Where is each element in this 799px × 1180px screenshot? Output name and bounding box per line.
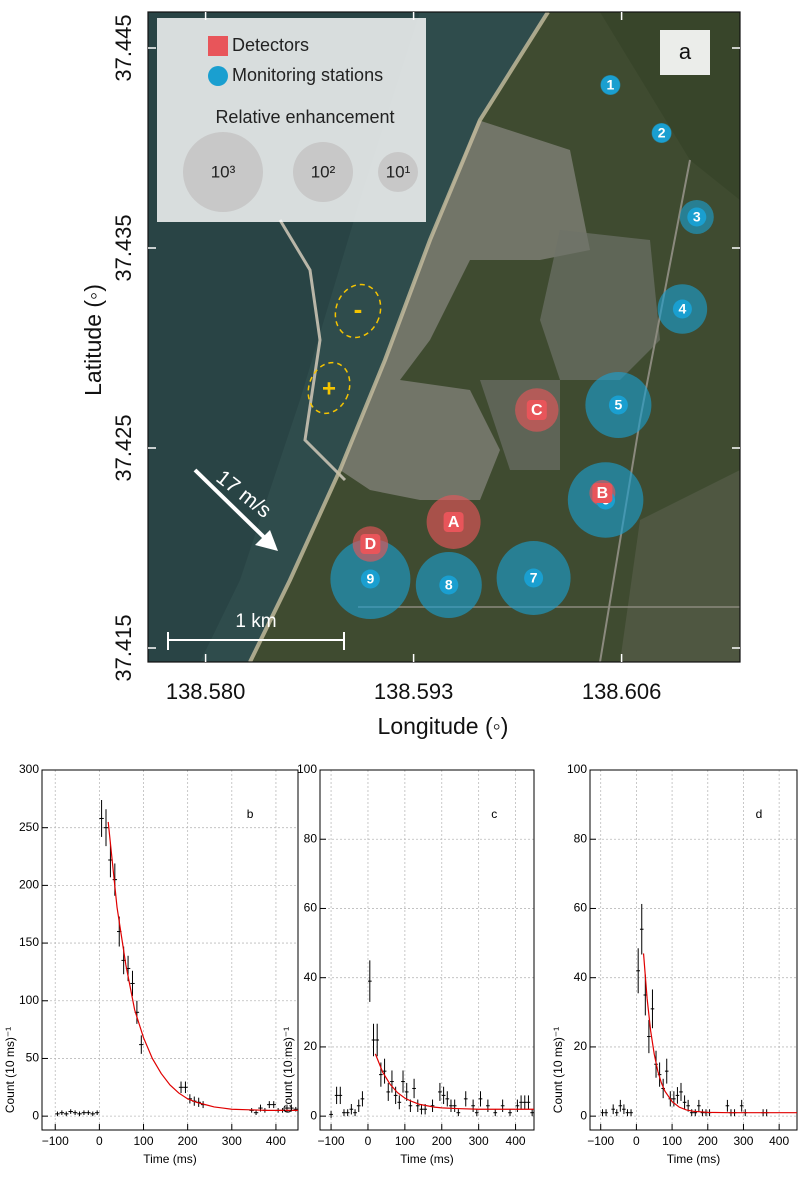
legend-swatch	[208, 66, 228, 86]
page: {"chart_data": [ {"type": "map", "label"…	[0, 0, 799, 1180]
y-tick-label: 200	[19, 878, 39, 892]
scale-label: 1 km	[235, 611, 276, 632]
y-tick-label: 80	[574, 831, 588, 845]
marker-label: D	[365, 536, 377, 553]
x-tick-label: 100	[134, 1134, 154, 1148]
size-legend-label: 10¹	[386, 162, 411, 181]
x-tick-label: 0	[633, 1134, 640, 1148]
y-axis-label: Count (10 ms)⁻¹	[281, 1027, 295, 1113]
marker-label: 5	[615, 397, 623, 413]
size-legend-label: 10³	[211, 162, 236, 181]
plot-area	[320, 770, 534, 1130]
y-axis-label: Latitude (◦)	[80, 284, 106, 396]
marker-label: 8	[445, 577, 453, 593]
x-axis-label: Time (ms)	[667, 1152, 721, 1166]
marker-label: 2	[658, 125, 666, 141]
x-tick-label: 400	[506, 1134, 526, 1148]
y-tick-label: 37.415	[111, 614, 136, 681]
x-tick-label: 200	[178, 1134, 198, 1148]
y-tick-label: 40	[574, 970, 588, 984]
y-axis-label: Count (10 ms)⁻¹	[551, 1027, 565, 1113]
marker-label: 3	[693, 209, 701, 225]
plus-label: +	[322, 375, 336, 402]
x-axis-label: Time (ms)	[400, 1152, 454, 1166]
y-tick-label: 150	[19, 935, 39, 949]
x-tick-label: 138.593	[374, 679, 454, 704]
y-tick-label: 60	[304, 901, 318, 915]
panel-label: a	[679, 39, 692, 64]
x-tick-label: −100	[42, 1134, 69, 1148]
y-tick-label: 60	[574, 901, 588, 915]
x-tick-label: 200	[432, 1134, 452, 1148]
legend-swatch	[208, 36, 228, 56]
y-tick-label: 0	[580, 1108, 587, 1122]
marker-label: 4	[679, 301, 687, 317]
y-tick-label: 37.425	[111, 414, 136, 481]
y-tick-label: 250	[19, 820, 39, 834]
marker-label: A	[448, 514, 460, 531]
x-tick-label: 400	[769, 1134, 789, 1148]
plot-area	[590, 770, 797, 1130]
panel-label: b	[247, 807, 254, 821]
marker-label: 7	[530, 570, 538, 586]
legend-label: Detectors	[232, 35, 309, 55]
y-tick-label: 37.445	[111, 14, 136, 81]
y-tick-label: 37.435	[111, 214, 136, 281]
marker-label: B	[597, 485, 609, 502]
y-tick-label: 100	[567, 762, 587, 776]
size-legend-label: 10²	[311, 162, 336, 181]
y-tick-label: 0	[310, 1108, 317, 1122]
y-axis-label: Count (10 ms)⁻¹	[3, 1027, 17, 1113]
plot-area	[42, 770, 298, 1130]
panel-label: c	[491, 807, 497, 821]
x-axis-label: Time (ms)	[143, 1152, 197, 1166]
y-tick-label: 100	[297, 762, 317, 776]
x-tick-label: −100	[318, 1134, 345, 1148]
x-tick-label: 300	[222, 1134, 242, 1148]
panel-label: d	[756, 807, 763, 821]
size-legend-title: Relative enhancement	[215, 107, 394, 127]
x-tick-label: 400	[266, 1134, 286, 1148]
x-tick-label: 300	[733, 1134, 753, 1148]
marker-label: 9	[367, 571, 375, 587]
y-tick-label: 300	[19, 762, 39, 776]
x-tick-label: −100	[587, 1134, 614, 1148]
x-tick-label: 300	[469, 1134, 489, 1148]
legend-label: Monitoring stations	[232, 65, 383, 85]
y-tick-label: 100	[19, 993, 39, 1007]
x-tick-label: 138.606	[582, 679, 662, 704]
marker-label: 1	[607, 77, 615, 93]
x-tick-label: 0	[96, 1134, 103, 1148]
y-tick-label: 0	[32, 1108, 39, 1122]
x-tick-label: 200	[698, 1134, 718, 1148]
figure: a 17 m/s 1 km - + Longitude (◦) Latitude…	[0, 0, 799, 1180]
y-tick-label: 50	[26, 1051, 40, 1065]
marker-label: C	[531, 402, 543, 419]
y-tick-label: 40	[304, 970, 318, 984]
x-tick-label: 100	[395, 1134, 415, 1148]
y-tick-label: 20	[304, 1039, 318, 1053]
x-axis-label: Longitude (◦)	[378, 713, 509, 739]
y-tick-label: 80	[304, 831, 318, 845]
x-tick-label: 0	[365, 1134, 372, 1148]
x-tick-label: 138.580	[166, 679, 246, 704]
y-tick-label: 20	[574, 1039, 588, 1053]
x-tick-label: 100	[662, 1134, 682, 1148]
minus-label: -	[354, 294, 363, 324]
